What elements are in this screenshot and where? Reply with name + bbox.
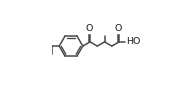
Text: O: O (86, 24, 93, 33)
Text: O: O (115, 24, 122, 33)
Text: HO: HO (126, 37, 140, 46)
